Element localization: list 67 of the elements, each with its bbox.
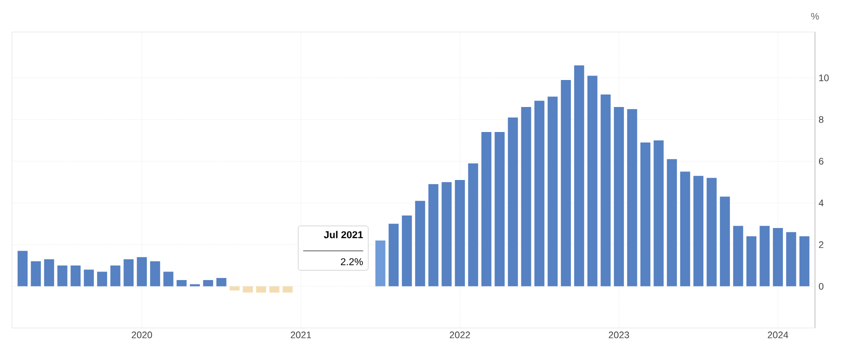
bar	[402, 215, 412, 286]
bar	[680, 172, 690, 286]
bar	[494, 132, 505, 286]
bar	[627, 109, 638, 286]
bar	[746, 236, 756, 286]
bar	[70, 265, 81, 286]
bar	[786, 232, 796, 286]
y-tick-label: 4	[818, 200, 824, 206]
bar	[772, 228, 783, 286]
bar	[216, 278, 226, 286]
bar	[136, 257, 147, 286]
bar	[97, 272, 108, 286]
bar	[600, 94, 611, 286]
bar	[176, 280, 187, 286]
y-tick-label: 8	[818, 116, 824, 123]
bar	[799, 236, 810, 286]
bar	[84, 270, 94, 286]
bar	[242, 286, 253, 293]
bar	[693, 176, 704, 286]
bar	[481, 132, 492, 286]
bar	[614, 107, 624, 286]
bar	[574, 65, 584, 286]
bar	[560, 80, 571, 286]
bar	[720, 196, 730, 286]
y-tick-label: 0	[818, 282, 824, 290]
x-tick-label: 2020	[132, 332, 152, 338]
bar	[454, 180, 465, 286]
y-tick-label: 2	[819, 241, 824, 248]
bar	[468, 163, 478, 286]
bar	[654, 140, 664, 286]
y-tick-label: 10	[819, 74, 829, 82]
bar	[44, 259, 54, 286]
bar	[110, 265, 120, 286]
bar	[428, 184, 438, 286]
x-tick-label: 2023	[608, 332, 630, 338]
x-tick-label: 2022	[450, 332, 470, 338]
bar	[282, 286, 293, 293]
bar	[733, 226, 744, 286]
bar	[388, 224, 399, 286]
bar	[760, 226, 770, 286]
bar	[521, 107, 532, 286]
bar	[256, 286, 266, 293]
bar	[442, 182, 452, 286]
bar	[706, 178, 717, 286]
y-tick-label: 6	[819, 158, 824, 165]
bar	[666, 159, 677, 286]
bar	[124, 259, 134, 286]
bar	[375, 240, 386, 286]
bar	[508, 117, 518, 286]
x-tick-label: 2021	[290, 332, 311, 338]
bar	[18, 250, 28, 286]
x-tick-label: 2024	[768, 332, 788, 338]
bar	[30, 261, 41, 286]
bar	[150, 261, 160, 286]
bar	[203, 280, 214, 286]
bar	[640, 142, 650, 286]
bar	[57, 265, 68, 286]
bar	[163, 272, 174, 286]
annotation: 2.2%	[340, 258, 363, 266]
bar	[415, 200, 426, 286]
bar	[548, 96, 558, 286]
annotation: Jul 2021	[324, 230, 363, 238]
bar	[269, 286, 280, 293]
bar	[587, 76, 598, 286]
y-axis-title: %	[811, 12, 819, 20]
bar	[230, 286, 240, 290]
bar	[534, 100, 544, 286]
